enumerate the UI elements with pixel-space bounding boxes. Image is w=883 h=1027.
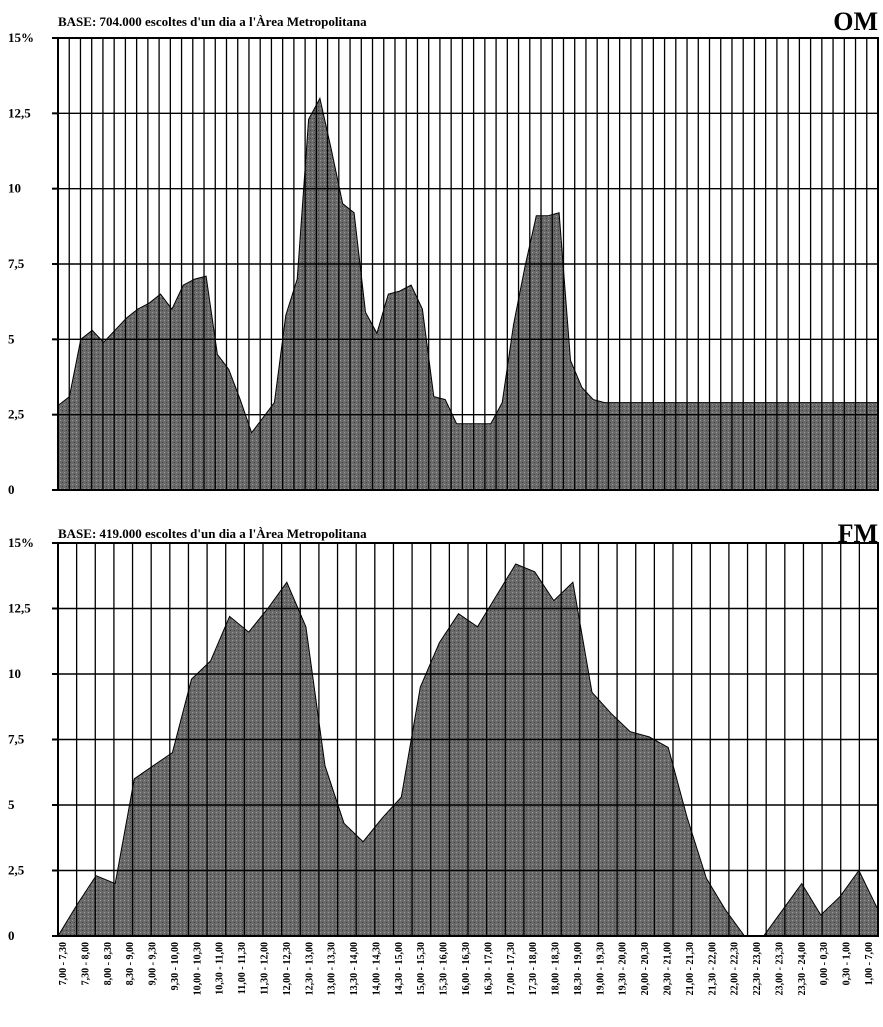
fm-ytick-label: 10 <box>8 666 21 681</box>
x-tick-label: 23,30 - 24,00 <box>797 942 808 995</box>
fm-base-title: BASE: 419.000 escoltes d'un dia a l'Àrea… <box>58 526 367 541</box>
x-tick-label: 19,00 - 19,30 <box>595 942 606 995</box>
x-tick-label: 9,30 - 10,00 <box>170 942 181 990</box>
om-chart-panel: BASE: 704.000 escoltes d'un dia a l'Àrea… <box>8 7 878 497</box>
x-tick-label: 21,00 - 21,30 <box>685 942 696 995</box>
om-ytick-label: 7,5 <box>8 256 25 271</box>
x-tick-label: 23,00 - 23,30 <box>774 942 785 995</box>
x-tick-label: 17,00 - 17,30 <box>506 942 517 995</box>
fm-ytick-label: 5 <box>8 797 15 812</box>
x-tick-label: 22,30 - 23,00 <box>752 942 763 995</box>
x-tick-label: 0,00 - 0,30 <box>819 942 830 985</box>
om-ytick-label: 0 <box>8 482 15 497</box>
x-tick-label: 10,00 - 10,30 <box>192 942 203 995</box>
x-tick-label: 7,30 - 8,00 <box>80 942 91 985</box>
x-tick-label: 14,30 - 15,00 <box>394 942 405 995</box>
fm-chart-panel: BASE: 419.000 escoltes d'un dia a l'Àrea… <box>8 519 878 995</box>
x-tick-label: 12,00 - 12,30 <box>282 942 293 995</box>
fm-corner-label: FM <box>838 519 878 548</box>
fm-ytick-label: 0 <box>8 928 15 943</box>
x-tick-label: 20,00 - 20,30 <box>640 942 651 995</box>
om-ytick-label: 2,5 <box>8 407 25 422</box>
x-tick-label: 8,30 - 9,00 <box>125 942 136 985</box>
om-ytick-label: 5 <box>8 331 15 346</box>
om-base-title: BASE: 704.000 escoltes d'un dia a l'Àrea… <box>58 14 367 29</box>
fm-ytick-label: 12,5 <box>8 601 31 616</box>
fm-ytick-label: 7,5 <box>8 732 25 747</box>
x-tick-label: 19,30 - 20,00 <box>618 942 629 995</box>
x-tick-label: 1,00 - 7,00 <box>864 942 875 985</box>
x-tick-label: 21,30 - 22,00 <box>707 942 718 995</box>
x-tick-label: 18,00 - 18,30 <box>551 942 562 995</box>
x-tick-label: 9,00 - 9,30 <box>148 942 159 985</box>
x-tick-label: 18,30 - 19,00 <box>573 942 584 995</box>
fm-ytick-label: 2,5 <box>8 863 25 878</box>
x-tick-label: 15,00 - 15,30 <box>416 942 427 995</box>
x-tick-label: 10,30 - 11,00 <box>215 942 226 995</box>
x-tick-label: 16,00 - 16,30 <box>461 942 472 995</box>
om-ytick-label: 12,5 <box>8 105 31 120</box>
x-tick-label: 16,30 - 17,00 <box>483 942 494 995</box>
x-tick-label: 15,30 - 16,00 <box>439 942 450 995</box>
fm-ytick-label: 15% <box>8 535 34 550</box>
x-tick-label: 8,00 - 8,30 <box>103 942 114 985</box>
x-tick-label: 20,30 - 21,00 <box>663 942 674 995</box>
x-tick-label: 13,00 - 13,30 <box>327 942 338 995</box>
x-tick-label: 17,30 - 18,00 <box>528 942 539 995</box>
x-tick-label: 14,00 - 14,30 <box>371 942 382 995</box>
x-tick-label: 13,30 - 14,00 <box>349 942 360 995</box>
x-tick-label: 0,30 - 1,00 <box>842 942 853 985</box>
om-ytick-label: 15% <box>8 30 34 45</box>
x-tick-label: 22,00 - 22,30 <box>730 942 741 995</box>
om-ytick-label: 10 <box>8 181 21 196</box>
om-corner-label: OM <box>833 7 878 36</box>
x-tick-label: 12,30 - 13,00 <box>304 942 315 995</box>
x-tick-label: 11,00 - 11,30 <box>237 942 248 994</box>
x-tick-label: 11,30 - 12,00 <box>260 942 271 995</box>
x-tick-label: 7,00 - 7,30 <box>58 942 69 985</box>
